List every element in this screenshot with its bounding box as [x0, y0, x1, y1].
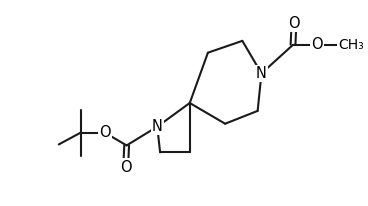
- Text: O: O: [311, 37, 323, 52]
- Text: O: O: [99, 125, 110, 140]
- Text: N: N: [256, 66, 267, 81]
- Text: O: O: [120, 160, 131, 175]
- Text: N: N: [152, 119, 163, 134]
- Text: O: O: [288, 16, 300, 31]
- Text: CH₃: CH₃: [338, 38, 364, 52]
